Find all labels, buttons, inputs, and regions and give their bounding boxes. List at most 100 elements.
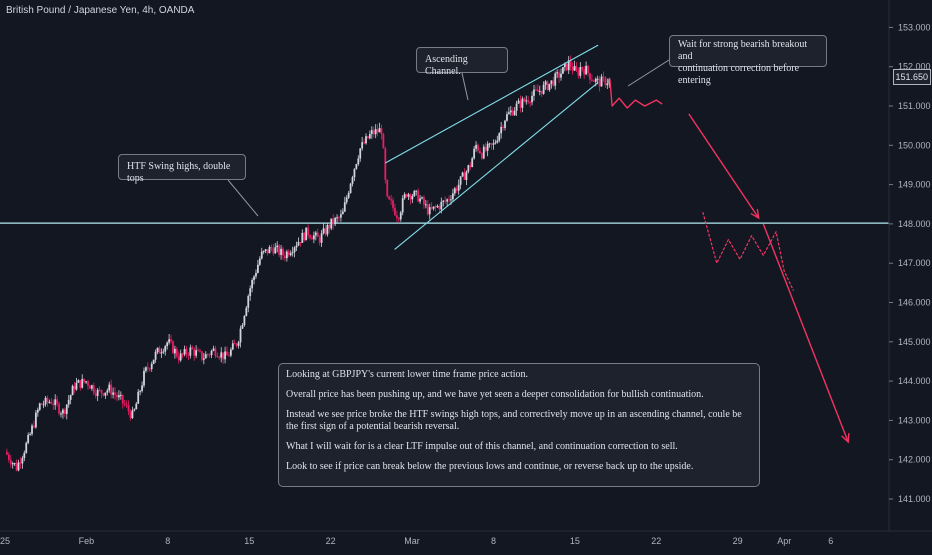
candle-body [604, 77, 607, 86]
channel-line[interactable] [394, 81, 599, 250]
candle-body [52, 403, 55, 406]
candle-body [160, 352, 163, 354]
candle-body [245, 307, 248, 316]
projection-layer [609, 78, 795, 291]
x-tick-label: 6 [828, 536, 833, 546]
candle-body [96, 389, 99, 396]
candle-body [89, 385, 91, 389]
ascending-channel-callout[interactable]: Ascending Channel. [416, 47, 508, 77]
candle-body [484, 146, 487, 151]
candle-body [517, 100, 520, 104]
candle-body [260, 251, 263, 259]
candle-body [299, 241, 302, 243]
candle-body [463, 172, 466, 180]
candle-body [216, 355, 219, 358]
candle-body [469, 165, 472, 168]
candle-body [397, 218, 400, 220]
candle-body [156, 347, 159, 352]
candle-body [193, 349, 196, 356]
candle-body [226, 351, 228, 356]
price-axis[interactable]: 141.000 142.000 143.000 144.000 145.000 146.0… [889, 22, 931, 504]
candle-body [587, 65, 589, 74]
candle-body [548, 83, 551, 90]
candle-body [191, 347, 194, 350]
arrow-line[interactable] [762, 223, 849, 443]
candle-body [349, 183, 352, 193]
candle-body [504, 120, 506, 128]
candle-body [589, 73, 591, 80]
channel-line[interactable] [385, 44, 599, 164]
x-tick-label: 15 [570, 536, 580, 546]
candle-body [291, 252, 294, 254]
x-tick-label: 29 [733, 536, 743, 546]
projection-retest-path[interactable] [702, 211, 795, 291]
candle-body [87, 381, 89, 386]
candle-body [382, 134, 385, 149]
candle-body [239, 328, 242, 343]
candle-body [233, 343, 236, 345]
candle-body [255, 272, 257, 277]
candle-body [405, 194, 408, 197]
candle-body [162, 351, 165, 353]
candle-body [521, 98, 524, 108]
candle-body [312, 235, 315, 240]
candle-body [293, 247, 296, 253]
candle-body [56, 399, 59, 404]
candle-body [386, 179, 389, 197]
candle-body [31, 425, 33, 434]
candle-body [523, 98, 526, 102]
candle-body [112, 392, 115, 395]
y-tick-label: 144.000 [898, 376, 931, 386]
x-tick-label: 8 [491, 536, 496, 546]
candle-body [411, 196, 414, 200]
candle-body [195, 350, 198, 356]
candle-body [214, 348, 217, 356]
callout-leader [227, 179, 259, 217]
candle-body [351, 177, 354, 184]
candle-body [457, 184, 460, 191]
candle-body [374, 129, 377, 135]
candle-body [372, 130, 375, 135]
candle-body [579, 67, 582, 76]
arrow-line[interactable] [688, 113, 760, 219]
candle-body [63, 409, 66, 414]
candle-body [114, 392, 116, 395]
htf-swing-callout[interactable]: HTF Swing highs, double tops [118, 154, 246, 184]
candle-body [9, 459, 12, 465]
wait-breakout-callout[interactable]: Wait for strong bearish breakout and con… [669, 35, 827, 86]
candle-body [303, 232, 306, 241]
candle-body [384, 148, 387, 180]
candle-body [282, 248, 284, 256]
candle-body [131, 410, 134, 419]
analysis-note[interactable]: Looking at GBPJPY's current lower time f… [278, 363, 760, 487]
candle-body [262, 250, 265, 252]
y-tick-label: 147.000 [898, 258, 931, 268]
candle-body [23, 452, 26, 459]
candle-body [542, 84, 545, 94]
candle-body [48, 402, 51, 404]
candle-body [477, 144, 479, 151]
candle-body [19, 462, 22, 464]
candle-body [413, 191, 416, 197]
candle-body [480, 153, 483, 159]
candle-body [287, 251, 290, 256]
y-tick-label: 150.000 [898, 140, 931, 150]
x-tick-label: Apr [777, 536, 791, 546]
candle-body [222, 352, 225, 360]
candle-body [376, 129, 379, 133]
projection-chop-path[interactable] [609, 78, 663, 109]
candle-body [368, 133, 371, 139]
candle-body [556, 72, 559, 74]
candle-body [554, 73, 557, 86]
candle-body [235, 343, 238, 346]
candle-body [168, 339, 170, 343]
candle-body [295, 245, 298, 248]
candle-body [475, 144, 477, 149]
candle-body [177, 356, 180, 361]
candle-body [592, 80, 595, 82]
candle-body [525, 100, 528, 102]
candle-body [212, 348, 215, 351]
time-axis[interactable]: 25 Feb 8 15 22 Mar 8 15 22 29 Apr 6 [0, 536, 833, 546]
candle-body [409, 194, 412, 200]
